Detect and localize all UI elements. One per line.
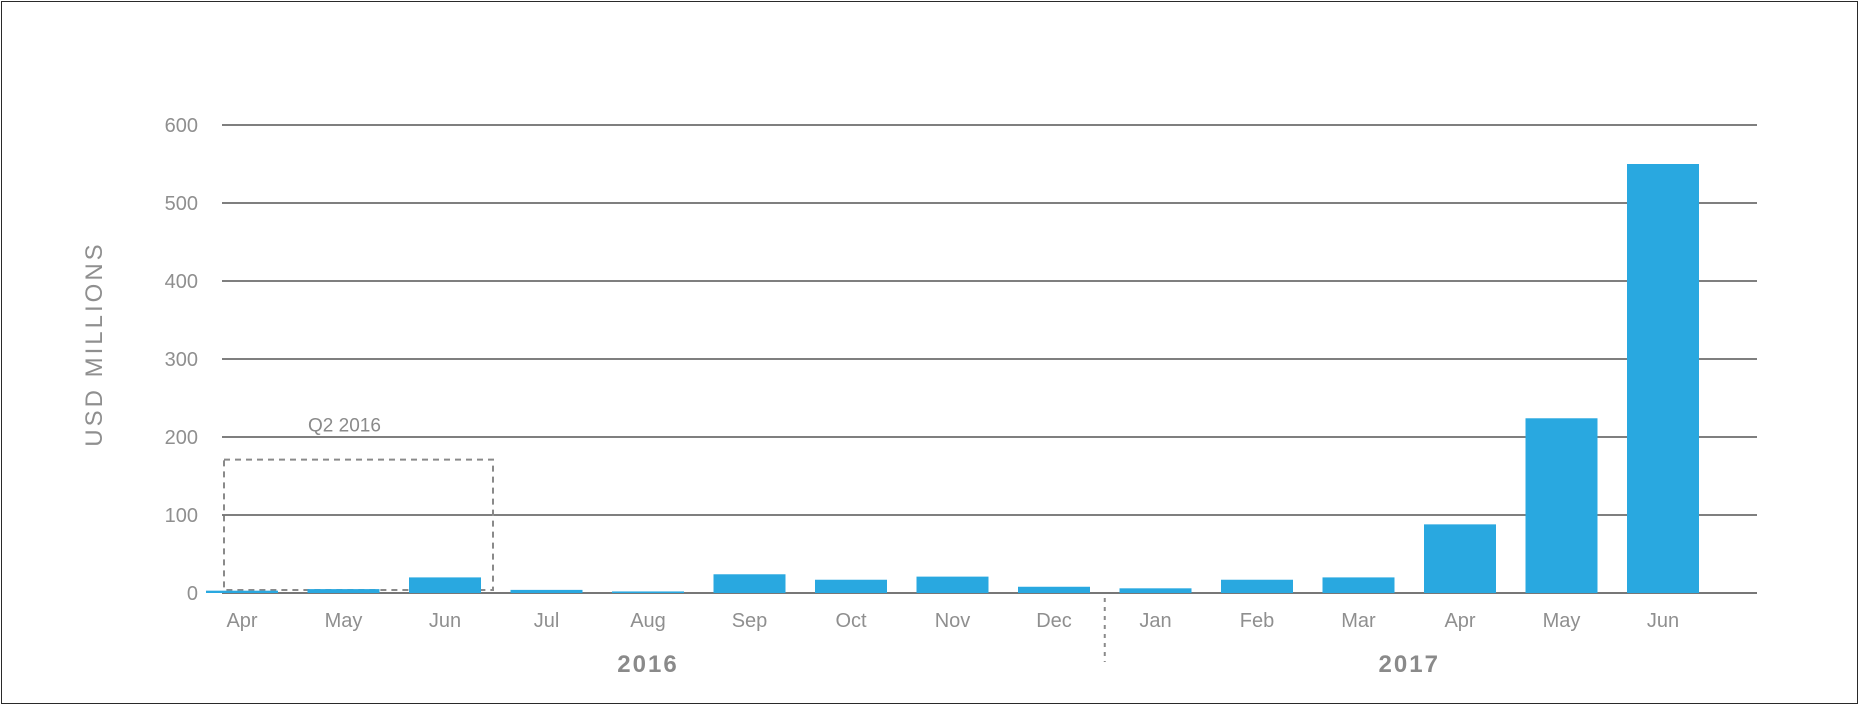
bar-mar-11: [1322, 577, 1395, 593]
x-tick-label-may-13: May: [1543, 610, 1581, 632]
y-tick-label-500: 500: [165, 193, 198, 215]
x-tick-label-sep-5: Sep: [732, 610, 768, 632]
bar-layer: [206, 164, 1699, 593]
year-label-2017: 2017: [1379, 651, 1440, 678]
bar-jul-3: [510, 589, 583, 593]
bar-sep-5: [713, 574, 786, 593]
bar-apr-12: [1424, 524, 1496, 593]
bar-jun-14: [1627, 164, 1699, 593]
x-tick-label-aug-4: Aug: [630, 610, 666, 632]
y-tick-label-400: 400: [165, 271, 198, 293]
bar-feb-10: [1221, 579, 1293, 593]
bar-oct-6: [815, 579, 887, 593]
y-tick-label-100: 100: [165, 505, 198, 527]
bar-dec-8: [1018, 586, 1090, 593]
bar-may-13: [1525, 418, 1598, 593]
y-tick-label-0: 0: [187, 583, 198, 605]
x-tick-label-nov-7: Nov: [935, 610, 971, 632]
x-tick-label-jun-2: Jun: [429, 610, 461, 632]
bar-may-1: [307, 589, 380, 593]
q2-2016-annotation-box: [223, 458, 494, 591]
x-tick-label-oct-6: Oct: [835, 610, 867, 632]
x-tick-label-apr-12: Apr: [1444, 610, 1475, 632]
bar-jan-9: [1119, 588, 1192, 593]
x-tick-label-may-1: May: [325, 610, 363, 632]
year-group-labels: 2016 2017: [617, 651, 1440, 678]
y-tick-label-300: 300: [165, 349, 198, 371]
y-tick-label-600: 600: [165, 115, 198, 137]
x-tick-label-mar-11: Mar: [1341, 610, 1376, 632]
year-label-2016: 2016: [617, 651, 678, 678]
x-tick-label-jan-9: Jan: [1139, 610, 1171, 632]
bar-apr-0: [206, 590, 278, 593]
q2-2016-annotation-label: Q2 2016: [308, 416, 381, 437]
bar-nov-7: [916, 576, 989, 593]
y-axis-label: USD MILLIONS: [81, 241, 108, 446]
x-tick-labels: Apr May Jun Jul Aug Sep Oct Nov Dec Jan Feb Mar Apr M…: [226, 610, 1679, 632]
bar-jun-2: [409, 577, 481, 593]
x-tick-label-dec-8: Dec: [1036, 610, 1072, 632]
x-tick-label-jul-3: Jul: [534, 610, 560, 632]
y-tick-label-200: 200: [165, 427, 198, 449]
x-tick-label-feb-10: Feb: [1240, 610, 1274, 632]
x-tick-label-apr-0: Apr: [226, 610, 257, 632]
x-tick-label-jun-14: Jun: [1647, 610, 1679, 632]
y-tick-labels: 0 100 200 300 400 500 600: [165, 115, 198, 605]
annotation-layer: Q2 2016: [223, 416, 494, 591]
bar-aug-4: [612, 591, 684, 593]
